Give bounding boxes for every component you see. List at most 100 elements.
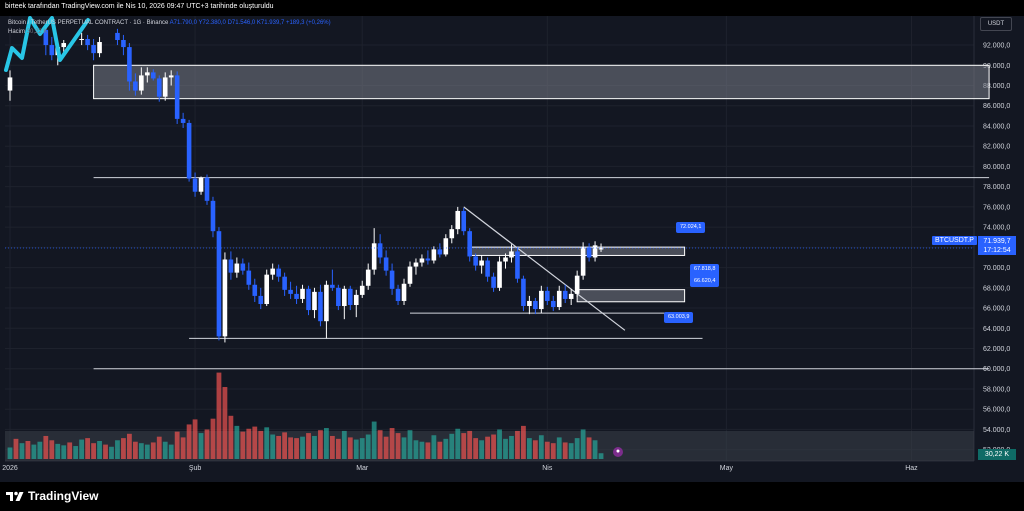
currency-button[interactable]: USDT [980,17,1012,31]
candle-body [294,293,299,299]
demand-zone [576,289,686,303]
volume-bar [222,387,228,459]
candle-body [210,200,216,232]
candle-body [455,210,461,230]
volume-bar [198,433,204,459]
support-callout[interactable]: 63.003,9 [664,312,694,323]
candle-body [521,278,526,307]
volume-bar [359,438,365,459]
volume-bar [37,441,43,459]
candle-body [246,270,252,285]
y-tick-label: 70.000,0 [983,265,1010,272]
volume-bar [234,425,240,459]
legend-row: Bitcoin / TetherUS PERPETUAL CONTRACT · … [8,20,331,26]
volume-bar [461,433,467,459]
candle-body [85,38,90,46]
price-chart[interactable]: 52.000,054.000,056.000,058.000,060.000,0… [0,0,1024,482]
candle-body [598,247,604,250]
volume-bar [162,441,168,459]
candle-body [485,260,490,277]
x-tick-label: Haz [905,465,918,472]
volume-bar [556,437,562,459]
candle-body [515,251,520,279]
candle-body [150,72,156,79]
y-tick-label: 74.000,0 [983,225,1010,232]
volume-bar [294,438,299,459]
upper-zone [93,64,990,100]
candle-body [234,263,240,273]
volume-bar [580,429,586,459]
candle-body [539,290,544,310]
candle-body [79,38,84,40]
volume-bar [282,432,288,459]
volume-bar [144,444,150,459]
candle-body [592,245,598,258]
candle-body [383,257,389,271]
volume-bar [13,438,19,459]
candle-body [413,262,419,267]
y-tick-label: 66.000,0 [983,306,1010,313]
volume-bar [97,441,102,459]
volume-bar [383,436,389,459]
volume-bar [562,442,568,459]
volume-bar [180,437,186,459]
candle-body [503,257,508,262]
candle-body [533,300,538,310]
volume-legend-label[interactable]: Hacim [8,29,26,35]
header-caption: birteek tarafından TradingView.com ile N… [5,3,274,10]
volume-bar [598,453,604,459]
volume-bar [192,419,198,459]
candle-body [580,247,586,276]
volume-bar [156,436,162,459]
volume-bar [395,433,401,459]
volume-bar [574,438,580,459]
candle-body [312,291,317,311]
volume-bar [79,439,85,459]
candle-body [342,288,347,307]
volume-bar [509,435,514,459]
volume-bar [174,431,180,459]
volume-bar [538,435,544,459]
candle-body [336,287,341,307]
candle-body [7,77,13,91]
resistance-callout[interactable]: 72.024,1 [676,222,706,233]
candle-body [377,243,383,258]
header-bar: birteek tarafından TradingView.com ile N… [0,0,1024,16]
volume-bar [329,435,335,459]
volume-bar [204,429,210,459]
volume-legend-row: Hacim 30,22 K [8,29,47,35]
candle-body [545,290,550,301]
volume-bar [401,437,407,459]
volume-bar [138,443,144,459]
candle-body [389,270,395,289]
candle-body [365,269,371,286]
zone-callout[interactable]: 67.818,8 66.620,4 [690,264,720,287]
candle-body [574,275,580,294]
candle-body [204,177,210,201]
volume-bar [67,442,73,459]
replay-icon[interactable]: ● [613,447,623,457]
volume-bar [25,441,31,459]
volume-bar [246,428,252,459]
candle-body [174,75,180,119]
volume-bar [31,444,37,459]
candle-body [270,268,275,275]
candle-body [180,118,186,123]
candle-body [324,284,329,322]
volume-bar [568,443,574,459]
y-tick-label: 88.000,0 [983,83,1010,90]
current-price: 71.939,7 [983,238,1011,245]
y-tick-label: 92.000,0 [983,43,1010,50]
volume-bar [550,443,556,459]
candle-body [449,229,455,239]
tradingview-logo[interactable]: TradingView [6,489,98,503]
candle-body [556,290,562,308]
candle-body [479,260,484,266]
x-tick-label: Nis [542,465,553,472]
legend-symbol[interactable]: Bitcoin / TetherUS PERPETUAL CONTRACT · … [8,20,169,26]
candle-body [401,283,407,301]
volume-bar [127,433,132,459]
volume-bar [431,435,437,459]
candle-body [198,177,204,192]
candle-body [192,178,198,192]
